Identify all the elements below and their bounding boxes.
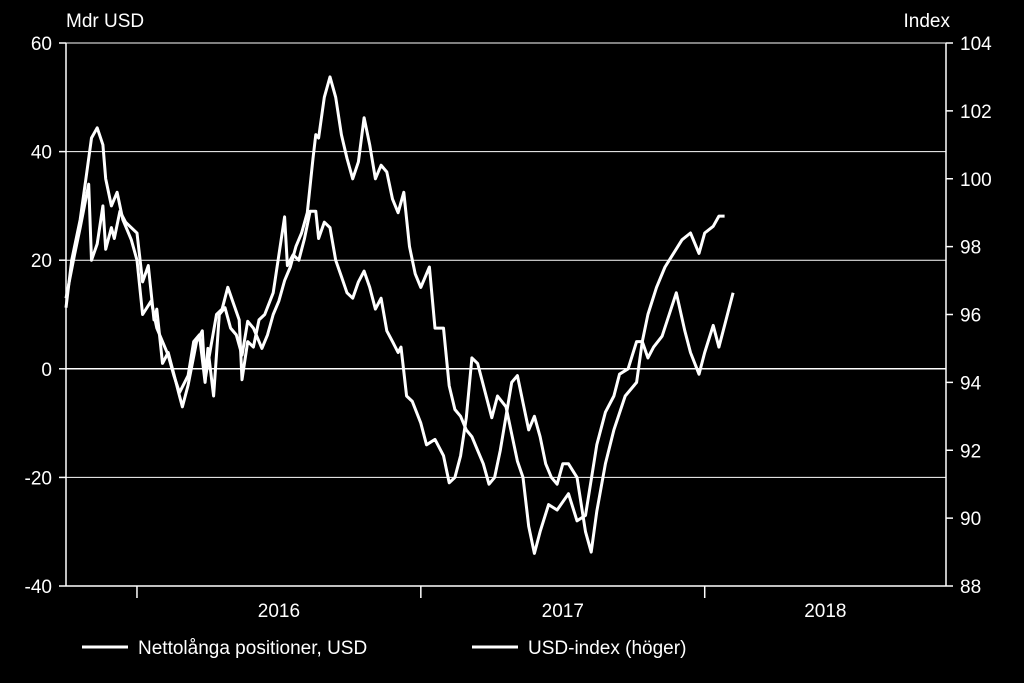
- right-tick-label: 94: [960, 373, 982, 394]
- right-tick-label: 98: [960, 238, 981, 259]
- x-axis-ticks: 2016 2017 2018: [136, 586, 846, 622]
- legend-label-usd-index: USD-index (höger): [528, 638, 686, 659]
- right-axis-ticks: 88 90 92 94 96 98 100 102 104: [946, 34, 992, 598]
- legend: Nettolånga positioner, USD USD-index (hö…: [82, 638, 686, 659]
- left-tick-label: 40: [31, 143, 52, 164]
- gridlines: [66, 42, 946, 478]
- right-tick-label: 102: [960, 102, 992, 123]
- right-tick-label: 90: [960, 509, 981, 530]
- left-tick-label: -40: [25, 577, 52, 598]
- x-tick-label: 2016: [258, 601, 300, 622]
- left-tick-label: 0: [41, 360, 52, 381]
- x-tick-label: 2017: [542, 601, 584, 622]
- right-tick-label: 88: [960, 577, 981, 598]
- series-lines: [64, 75, 735, 555]
- right-tick-label: 100: [960, 170, 992, 191]
- left-axis-label: Mdr USD: [66, 11, 144, 32]
- right-tick-label: 96: [960, 306, 981, 327]
- x-tick-label: 2018: [804, 601, 846, 622]
- left-tick-label: -20: [25, 468, 52, 489]
- left-axis-ticks: -40 -20 0 20 40 60: [25, 34, 66, 598]
- series-line-usd-index: [64, 75, 725, 554]
- left-tick-label: 60: [31, 34, 52, 55]
- right-tick-label: 104: [960, 34, 992, 55]
- legend-label-nettolanga: Nettolånga positioner, USD: [138, 638, 367, 659]
- left-tick-label: 20: [31, 251, 52, 272]
- right-axis-label: Index: [904, 11, 951, 32]
- right-tick-label: 92: [960, 441, 981, 462]
